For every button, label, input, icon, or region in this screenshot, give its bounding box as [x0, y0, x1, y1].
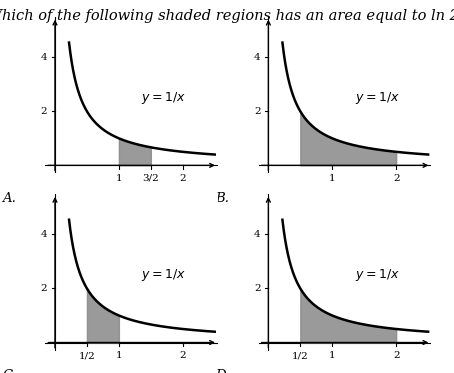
Text: 1: 1 [116, 174, 122, 183]
Text: D.: D. [216, 369, 230, 373]
Text: 1: 1 [329, 174, 336, 183]
Text: 3/2: 3/2 [143, 174, 159, 183]
Text: C.: C. [2, 369, 16, 373]
Text: 2: 2 [179, 351, 186, 360]
Text: 1: 1 [329, 351, 336, 360]
Text: Which of the following shaded regions has an area equal to ln 2?: Which of the following shaded regions ha… [0, 9, 454, 23]
Text: 2: 2 [41, 284, 47, 293]
Text: $y = 1/x$: $y = 1/x$ [355, 90, 400, 106]
Text: 4: 4 [41, 53, 47, 62]
Text: 2: 2 [179, 174, 186, 183]
Text: $y = 1/x$: $y = 1/x$ [355, 267, 400, 283]
Text: B.: B. [216, 192, 230, 205]
Text: 4: 4 [254, 53, 261, 62]
Text: $y = 1/x$: $y = 1/x$ [141, 90, 186, 106]
Text: 2: 2 [41, 107, 47, 116]
Text: 2: 2 [393, 174, 400, 183]
Text: 2: 2 [254, 107, 261, 116]
Text: 2: 2 [254, 284, 261, 293]
Text: 4: 4 [41, 230, 47, 239]
Text: 1/2: 1/2 [79, 351, 95, 360]
Text: 2: 2 [393, 351, 400, 360]
Text: 4: 4 [254, 230, 261, 239]
Text: A.: A. [2, 192, 16, 205]
Text: 1/2: 1/2 [292, 351, 309, 360]
Text: 1: 1 [116, 351, 122, 360]
Text: $y = 1/x$: $y = 1/x$ [141, 267, 186, 283]
